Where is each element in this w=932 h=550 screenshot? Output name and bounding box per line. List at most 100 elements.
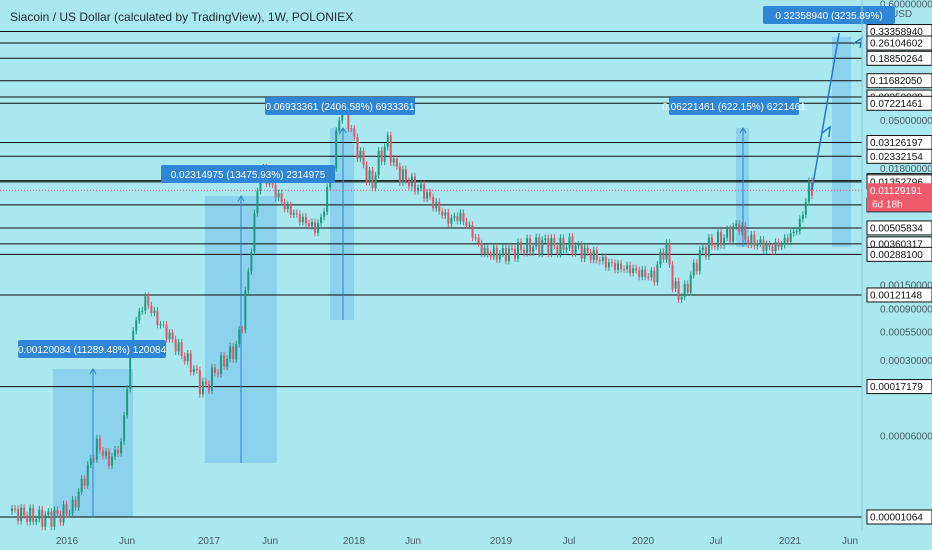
candle-body: [307, 223, 310, 227]
candle-body: [350, 128, 353, 130]
candle-body: [80, 478, 83, 492]
x-tick-label: 2018: [343, 536, 366, 547]
y-tick-label: 0.00006000: [880, 431, 932, 442]
candle-body: [562, 237, 565, 250]
candle-body: [214, 367, 217, 373]
candle-body: [771, 246, 774, 251]
candle-body: [544, 238, 547, 240]
y-tick-label: 0.05000000: [880, 116, 932, 127]
measure-arrowhead: [237, 195, 245, 202]
candle-body: [680, 296, 683, 300]
candle-body: [720, 231, 723, 246]
candle-body: [450, 218, 453, 224]
candle-body: [589, 252, 592, 260]
level-tag: [866, 246, 932, 262]
candle-body: [517, 242, 520, 259]
projection-line: [811, 32, 840, 190]
candle-body: [298, 214, 301, 222]
candle-body: [483, 247, 486, 254]
candle-body: [613, 263, 616, 270]
candle-body: [441, 211, 444, 216]
y-tick-label: 0.00150000: [880, 280, 932, 291]
candle-body: [229, 346, 232, 359]
candle-body: [165, 324, 168, 340]
candle-body: [689, 275, 692, 293]
candle-body: [207, 384, 210, 391]
candle-body: [335, 130, 338, 169]
candle-body: [510, 248, 513, 250]
candle-body: [62, 504, 65, 523]
candle-body: [247, 271, 250, 291]
y-tick-label: 0.00030000: [880, 356, 932, 367]
candle-body: [432, 197, 435, 209]
annotation-label: 0.02314975 (13475.93%) 2314975: [171, 170, 326, 181]
candle-body: [135, 320, 138, 331]
candle-body: [532, 246, 535, 253]
candle-body: [17, 509, 20, 522]
candle-body: [650, 270, 653, 278]
candle-body: [610, 262, 613, 264]
candle-body: [571, 236, 574, 254]
candle-body: [89, 458, 92, 465]
candle-body: [386, 135, 389, 147]
candle-body: [110, 456, 113, 466]
candle-body: [29, 507, 32, 522]
candle-body: [713, 246, 716, 248]
candle-body: [580, 244, 583, 259]
level-tag-label: 0.03126197: [870, 138, 923, 149]
candle-body: [801, 214, 804, 220]
candle-body: [220, 355, 223, 375]
candle-body: [413, 176, 416, 192]
candle-body: [180, 342, 183, 356]
annotation-box: [265, 97, 415, 115]
candle-body: [326, 187, 329, 212]
candle-body: [447, 212, 450, 224]
candle-body: [710, 237, 713, 247]
level-tag: [866, 287, 932, 303]
candle-body: [395, 158, 398, 167]
candle-body: [495, 247, 498, 260]
candle-body: [20, 507, 23, 522]
x-tick-label: Jun: [842, 536, 858, 547]
level-tag-label: 0.00360317: [870, 239, 923, 250]
x-tick-label: Jun: [119, 536, 135, 547]
candle-body: [716, 231, 719, 247]
candle-body: [138, 311, 141, 321]
candle-body: [480, 243, 483, 254]
candle-body: [462, 212, 465, 222]
level-tag: [866, 73, 932, 89]
candle-body: [398, 166, 401, 183]
candle-body: [347, 106, 350, 129]
level-tag: [866, 220, 932, 236]
candle-body: [595, 250, 598, 261]
candle-body: [223, 355, 226, 367]
candle-body: [304, 216, 307, 224]
candle-body: [320, 217, 323, 224]
y-tick-label: 0.01800000: [880, 164, 932, 175]
candle-body: [53, 509, 56, 527]
candle-body: [620, 263, 623, 270]
candle-body: [68, 513, 71, 515]
candle-body: [804, 201, 807, 215]
candle-body: [453, 216, 456, 219]
candle-body: [686, 283, 689, 293]
candle-body: [456, 216, 459, 221]
level-tag-label: 0.07221461: [870, 99, 923, 110]
candle-body: [774, 242, 777, 251]
candle-body: [756, 243, 759, 246]
candle-body: [50, 511, 53, 527]
currency-label: USD: [891, 9, 912, 20]
candle-body: [44, 514, 47, 527]
candle-body: [41, 509, 44, 527]
candle-body: [114, 449, 117, 457]
candle-body: [423, 184, 426, 199]
candle-body: [147, 296, 150, 306]
current-price-label: 0.01129191: [870, 186, 923, 197]
candle-body: [241, 329, 244, 331]
candle-body: [210, 367, 213, 391]
candle-body: [426, 192, 429, 199]
candle-body: [747, 239, 750, 245]
candle-body: [744, 225, 747, 240]
candle-body: [520, 242, 523, 250]
